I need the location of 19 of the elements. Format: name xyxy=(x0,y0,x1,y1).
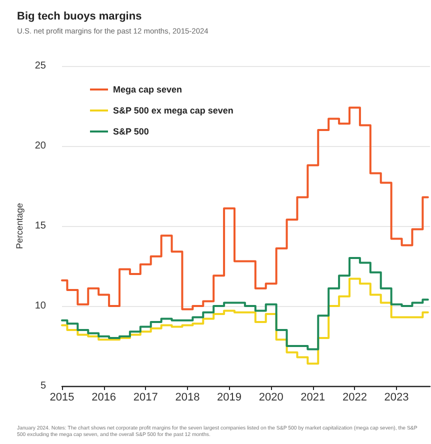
x-tick-label: 2021 xyxy=(300,392,326,404)
x-tick-label: 2022 xyxy=(342,392,367,404)
legend-label: S&P 500 xyxy=(113,126,149,136)
legend-label: Mega cap seven xyxy=(113,84,182,94)
y-tick-label: 25 xyxy=(34,60,46,72)
x-tick-label: 2023 xyxy=(384,392,409,404)
chart-title: Big tech buoys margins xyxy=(17,10,142,22)
legend-label: S&P 500 ex mega cap seven xyxy=(113,106,234,116)
x-tick-label: 2018 xyxy=(175,392,200,404)
x-tick-label: 2015 xyxy=(50,392,74,404)
y-tick-label: 15 xyxy=(34,220,46,232)
x-tick-label: 2019 xyxy=(217,392,242,404)
x-tick-label: 2020 xyxy=(258,392,284,404)
y-axis-title: Percentage xyxy=(14,202,24,250)
y-tick-label: 5 xyxy=(40,380,46,392)
y-tick-label: 20 xyxy=(34,140,46,152)
x-tick-label: 2017 xyxy=(133,392,158,404)
y-tick-label: 10 xyxy=(34,300,46,312)
x-tick-label: 2016 xyxy=(92,392,116,404)
